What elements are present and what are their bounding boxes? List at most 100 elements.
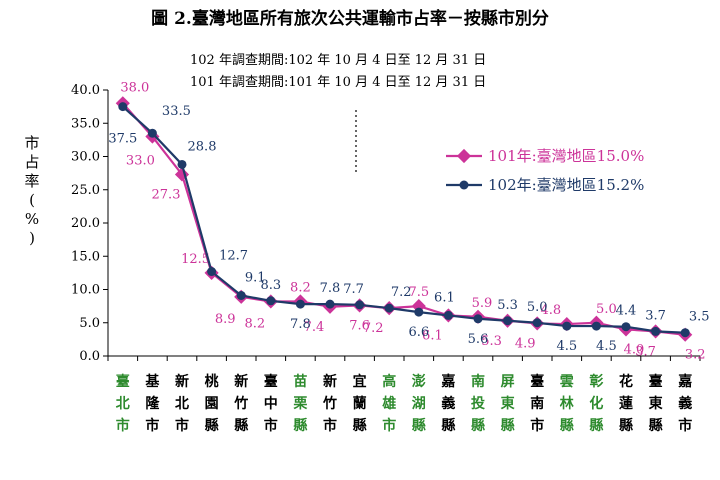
category-label-19: 嘉義市 bbox=[677, 373, 692, 434]
category-label-16: 彰化縣 bbox=[589, 373, 603, 434]
category-label-7: 新竹市 bbox=[322, 373, 337, 434]
data-label: 9.1 bbox=[245, 270, 266, 285]
series-1-point bbox=[562, 321, 572, 331]
category-label-0: 臺北市 bbox=[116, 373, 130, 434]
category-label-char: 市 bbox=[145, 417, 159, 434]
y-axis-label-char: ( bbox=[29, 191, 35, 209]
category-label-char: 市 bbox=[382, 417, 396, 434]
data-label: 12.5 bbox=[181, 252, 210, 267]
series-1-point bbox=[414, 307, 424, 317]
category-label-char: 北 bbox=[175, 396, 189, 412]
data-label: 5.9 bbox=[472, 296, 493, 311]
category-label-char: 園 bbox=[205, 396, 219, 412]
category-label-6: 苗栗縣 bbox=[293, 373, 308, 434]
series-1-point bbox=[355, 300, 365, 310]
category-label-char: 義 bbox=[678, 395, 692, 412]
category-label-char: 北 bbox=[116, 396, 130, 412]
category-label-char: 花 bbox=[619, 373, 633, 390]
data-label: 8.9 bbox=[215, 312, 236, 327]
data-label: 7.6 bbox=[349, 318, 370, 333]
data-label: 6.1 bbox=[434, 290, 455, 305]
category-label-5: 臺中市 bbox=[264, 373, 278, 434]
category-label-char: 縣 bbox=[501, 417, 515, 434]
series-1-point bbox=[177, 159, 187, 169]
data-label: 8.2 bbox=[244, 316, 265, 331]
data-label: 3.7 bbox=[645, 308, 666, 323]
category-label-char: 市 bbox=[116, 417, 130, 434]
category-label-char: 新 bbox=[234, 373, 248, 390]
category-label-char: 縣 bbox=[560, 417, 574, 434]
category-label-char: 縣 bbox=[234, 417, 248, 434]
category-label-char: 竹 bbox=[322, 395, 337, 412]
category-label-13: 屏東縣 bbox=[501, 374, 515, 434]
survey-period-102: 102 年調查期間:102 年 10 月 4 日至 12 月 31 日 bbox=[190, 53, 486, 68]
y-axis-label-char: 市 bbox=[24, 134, 39, 152]
data-label: 5.6 bbox=[468, 332, 489, 347]
category-label-char: 投 bbox=[471, 396, 485, 412]
legend: 101年:臺灣地區15.0% 102年:臺灣地區15.2% bbox=[446, 147, 644, 194]
category-label-char: 縣 bbox=[412, 417, 426, 434]
category-label-char: 市 bbox=[323, 417, 337, 434]
data-label: 4.8 bbox=[540, 303, 561, 318]
series-1-point bbox=[651, 326, 661, 336]
series-1-point bbox=[503, 316, 513, 326]
data-label: 38.0 bbox=[120, 80, 149, 95]
category-label-char: 臺 bbox=[116, 373, 130, 390]
category-label-char: 桃 bbox=[205, 373, 219, 390]
data-label: 7.2 bbox=[391, 285, 412, 300]
series-1-point bbox=[118, 102, 128, 112]
data-label: 7.8 bbox=[320, 281, 341, 296]
data-label: 4.9 bbox=[515, 336, 536, 351]
category-label-15: 雲林縣 bbox=[560, 373, 574, 434]
category-label-char: 蓮 bbox=[619, 395, 633, 412]
data-label: 28.8 bbox=[188, 139, 217, 154]
survey-period-101: 101 年調查期間:101 年 10 月 4 日至 12 月 31 日 bbox=[190, 75, 486, 90]
data-label: 3.7 bbox=[635, 344, 656, 359]
category-label-char: 義 bbox=[441, 395, 455, 412]
category-label-char: 基 bbox=[145, 373, 160, 390]
legend-marker-0 bbox=[456, 148, 472, 164]
data-label: 5.3 bbox=[497, 298, 518, 313]
category-label-char: 縣 bbox=[353, 417, 367, 434]
y-axis-label-char: % bbox=[25, 210, 39, 228]
data-label: 6.6 bbox=[408, 325, 429, 340]
y-tick-label: 25.0 bbox=[71, 183, 100, 198]
data-label: 3.5 bbox=[689, 310, 710, 325]
category-label-char: 彰 bbox=[589, 373, 603, 390]
category-label-char: 屏 bbox=[501, 374, 515, 390]
category-label-char: 栗 bbox=[293, 396, 308, 412]
data-label: 7.5 bbox=[408, 285, 429, 300]
category-label-char: 南 bbox=[471, 373, 485, 390]
data-label: 8.3 bbox=[260, 278, 281, 293]
category-label-char: 林 bbox=[560, 395, 574, 412]
category-label-char: 市 bbox=[678, 417, 692, 434]
legend-label-1: 102年:臺灣地區15.2% bbox=[488, 176, 644, 194]
series-1-point bbox=[236, 290, 246, 300]
category-label-18: 臺東縣 bbox=[649, 373, 663, 434]
category-label-char: 市 bbox=[175, 417, 189, 434]
data-label: 6.1 bbox=[422, 328, 443, 343]
category-label-char: 東 bbox=[501, 395, 515, 412]
category-label-char: 縣 bbox=[589, 417, 603, 434]
category-label-char: 縣 bbox=[619, 417, 633, 434]
category-label-1: 基隆市 bbox=[145, 373, 160, 434]
category-label-char: 雄 bbox=[381, 395, 396, 412]
category-label-char: 澎 bbox=[412, 373, 426, 390]
plot-area: 0.05.010.015.020.025.030.035.040.0臺北市基隆市… bbox=[71, 80, 709, 434]
category-label-char: 高 bbox=[382, 373, 396, 390]
y-tick-label: 5.0 bbox=[79, 316, 100, 331]
category-label-char: 縣 bbox=[649, 417, 663, 434]
data-label: 27.3 bbox=[152, 187, 181, 202]
category-label-8: 宜蘭縣 bbox=[353, 373, 367, 434]
category-label-char: 縣 bbox=[441, 417, 455, 434]
series-1-point bbox=[207, 267, 217, 277]
legend-label-0: 101年:臺灣地區15.0% bbox=[488, 147, 644, 165]
series-1-point bbox=[680, 328, 690, 338]
data-label: 7.7 bbox=[343, 282, 364, 297]
category-label-char: 臺 bbox=[649, 373, 663, 390]
y-axis-label-char: 率 bbox=[24, 172, 39, 190]
category-label-char: 嘉 bbox=[440, 373, 455, 390]
y-tick-label: 10.0 bbox=[71, 283, 100, 298]
series-1-point bbox=[532, 318, 542, 328]
series-1-point bbox=[473, 314, 483, 324]
